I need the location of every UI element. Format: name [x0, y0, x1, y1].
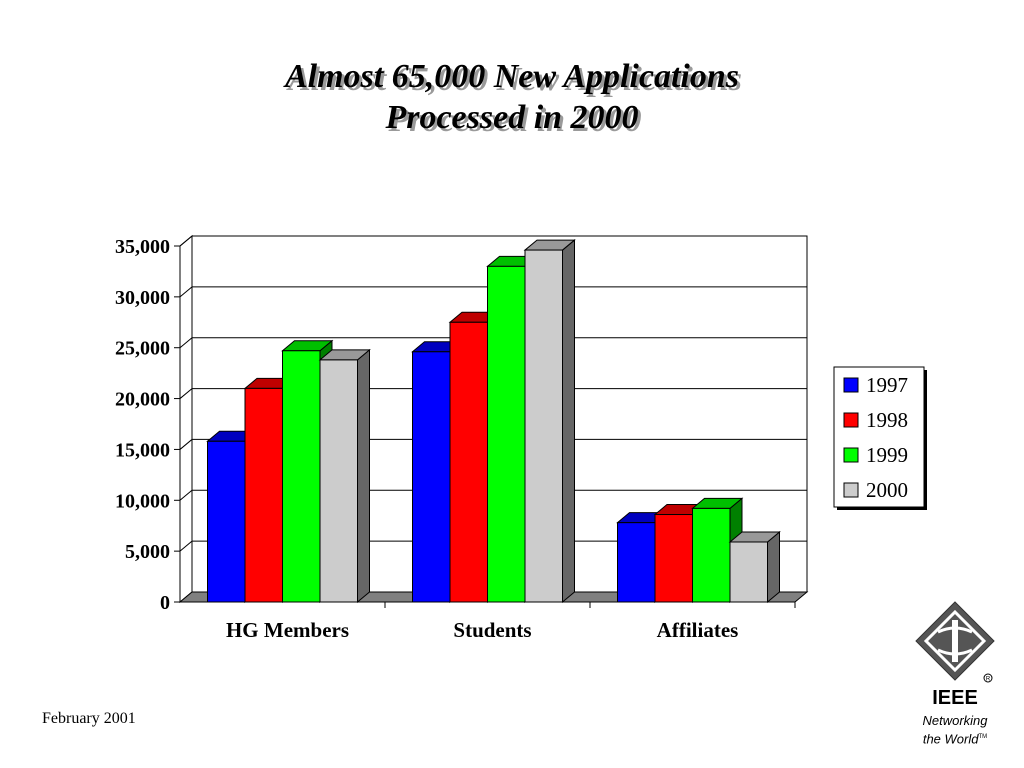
footer-date: February 2001	[42, 710, 136, 727]
legend-label: 1997	[866, 373, 908, 397]
legend-swatch	[843, 412, 859, 428]
bar-1999-affiliates	[691, 497, 744, 604]
chart-legend: 1997 1998 1999 2000	[833, 366, 927, 510]
y-tick-label: 15,000	[115, 439, 170, 461]
bar-2000-students	[523, 239, 576, 604]
gridline	[179, 286, 807, 298]
tagline-line-1: Networking	[922, 713, 988, 728]
ieee-logo-icon: R IEEE	[915, 601, 995, 709]
legend-item: 2000	[843, 478, 908, 502]
gridline	[179, 388, 807, 399]
y-tick-label: 0	[160, 592, 170, 614]
slide-title: Almost 65,000 New Applications Processed…	[0, 56, 1024, 138]
x-category-label: Affiliates	[657, 618, 739, 642]
x-category-label: Students	[453, 618, 531, 642]
tagline-line-2: the World	[922, 731, 979, 747]
bar-2000-affiliates	[728, 530, 781, 604]
y-tick-label: 30,000	[115, 287, 170, 309]
legend-item: 1997	[843, 373, 908, 397]
legend-label: 2000	[866, 478, 908, 502]
legend-swatch	[843, 482, 859, 498]
logo-tagline: Networking the WorldTM	[900, 713, 1010, 747]
legend-item: 1999	[843, 443, 908, 467]
chart-side-wall	[179, 234, 193, 604]
gridline	[179, 235, 807, 247]
legend-label: 1999	[866, 443, 908, 467]
y-tick-label: 35,000	[115, 236, 170, 258]
gridline	[179, 438, 807, 450]
legend-label: 1998	[866, 408, 908, 432]
y-tick-label: 5,000	[125, 541, 170, 563]
y-tick-label: 10,000	[115, 490, 170, 512]
x-category-label: HG Members	[226, 618, 349, 642]
title-line-1: Almost 65,000 New Applications	[284, 58, 739, 95]
legend-item: 1998	[843, 408, 908, 432]
y-tick-label: 20,000	[115, 389, 170, 411]
legend-swatch	[843, 447, 859, 463]
gridline	[179, 337, 807, 349]
y-tick-label: 25,000	[115, 338, 170, 360]
trademark-mark: TM	[978, 734, 988, 740]
gridline	[179, 489, 807, 501]
registered-mark: R	[986, 677, 991, 683]
bar-2000-hg-members	[318, 348, 371, 604]
ieee-wordmark: IEEE	[932, 687, 978, 709]
gridline	[179, 540, 807, 552]
title-line-2: Processed in 2000	[385, 99, 639, 136]
legend-swatch	[843, 377, 859, 393]
